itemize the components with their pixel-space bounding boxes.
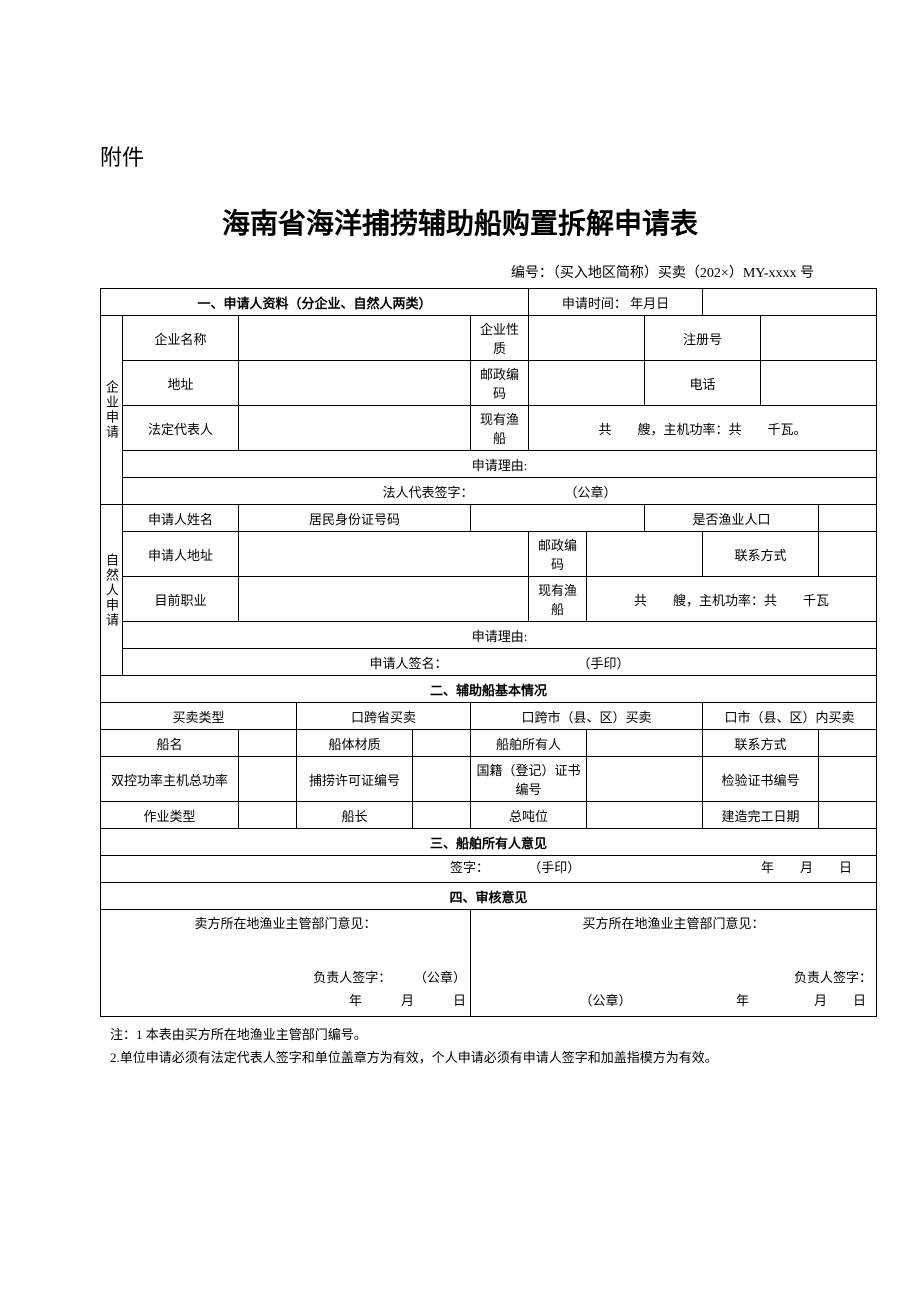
ent-addr-value[interactable]: [239, 361, 471, 406]
trade-type-label: 买卖类型: [101, 703, 297, 730]
apply-time-label: 申请时间： 年月日: [529, 289, 703, 316]
p-id-value[interactable]: [471, 505, 645, 532]
s2-r1-v2[interactable]: [413, 730, 471, 757]
s2-r3-c1: 作业类型: [101, 802, 239, 829]
s3-seal-label: （手印）: [492, 857, 616, 876]
section1-header: 一、申请人资料（分企业、自然人两类）: [101, 289, 529, 316]
p-job-label: 目前职业: [123, 577, 239, 622]
ent-regno-label: 注册号: [645, 316, 761, 361]
ent-name-value[interactable]: [239, 316, 471, 361]
seller-seal: （公章）: [420, 970, 466, 985]
p-id-label: 居民身份证号码: [239, 505, 471, 532]
section4-header: 四、审核意见: [101, 883, 877, 910]
s2-r3-c4: 建造完工日期: [703, 802, 819, 829]
p-zip-label: 邮政编码: [529, 532, 587, 577]
trade-opt2[interactable]: 口跨市（县、区）买卖: [471, 703, 703, 730]
s2-r2-c1: 双控功率主机总功率: [101, 757, 239, 802]
p-fisher-value[interactable]: [819, 505, 877, 532]
p-boats-value[interactable]: 共 艘，主机功率：共 千瓦: [587, 577, 877, 622]
buyer-resp-sign: 负责人签字：: [475, 966, 892, 989]
buyer-opinion-box[interactable]: 买方所在地渔业主管部门意见： 负责人签字： （公章） 年 月 日: [471, 910, 877, 1017]
p-reason-label[interactable]: 申请理由:: [123, 622, 877, 649]
p-boats-label: 现有渔船: [529, 577, 587, 622]
ent-nature-label: 企业性质: [471, 316, 529, 361]
section3-header: 三、船舶所有人意见: [101, 829, 877, 856]
enterprise-vlabel: 企业申请: [101, 316, 123, 505]
s3-sign-label: 签字：: [117, 857, 489, 876]
s2-r1-v3[interactable]: [587, 730, 703, 757]
ent-boats-value[interactable]: 共 艘，主机功率：共 千瓦。: [529, 406, 877, 451]
s2-r1-v1[interactable]: [239, 730, 297, 757]
seller-opinion-box[interactable]: 卖方所在地渔业主管部门意见： 负责人签字： （公章） 年 月 日: [101, 910, 471, 1017]
page-title: 海南省海洋捕捞辅助船购置拆解申请表: [100, 202, 820, 242]
attachment-label: 附件: [100, 140, 820, 172]
s2-r2-v4[interactable]: [819, 757, 877, 802]
p-name-label: 申请人姓名: [123, 505, 239, 532]
trade-opt3[interactable]: 口市（县、区）内买卖: [703, 703, 877, 730]
s2-r2-v1[interactable]: [239, 757, 297, 802]
ent-sign-line[interactable]: 法人代表签字： （公章）: [123, 478, 877, 505]
p-addr-value[interactable]: [239, 532, 529, 577]
owner-opinion-box[interactable]: 签字： （手印） 年 月 日: [101, 856, 877, 883]
ent-boats-label: 现有渔船: [471, 406, 529, 451]
footnotes: 注：1 本表由买方所在地渔业主管部门编号。 2.单位申请必须有法定代表人签字和单…: [100, 1023, 820, 1070]
s2-r3-c3: 总吨位: [471, 802, 587, 829]
s2-r1-c3: 船舶所有人: [471, 730, 587, 757]
ent-addr-label: 地址: [123, 361, 239, 406]
p-fisher-label: 是否渔业人口: [645, 505, 819, 532]
s2-r2-c3: 国籍（登记）证书编号: [471, 757, 587, 802]
ent-zip-label: 邮政编码: [471, 361, 529, 406]
application-form: 一、申请人资料（分企业、自然人两类） 申请时间： 年月日 企业申请 企业名称 企…: [100, 288, 877, 1017]
buyer-date: 年 月 日: [736, 989, 872, 1012]
buyer-opinion-title: 买方所在地渔业主管部门意见：: [475, 913, 872, 932]
apply-time-blank: [703, 289, 877, 316]
apply-time-label-text: 申请时间：: [562, 296, 627, 311]
s3-date-line: 年 月 日: [620, 857, 861, 876]
p-sign-line[interactable]: 申请人签名： （手印）: [123, 649, 877, 676]
ent-nature-value[interactable]: [529, 316, 645, 361]
ent-regno-value[interactable]: [761, 316, 877, 361]
ent-zip-value[interactable]: [529, 361, 645, 406]
seller-resp-sign: 负责人签字：: [313, 970, 391, 985]
section2-header: 二、辅助船基本情况: [101, 676, 877, 703]
p-addr-label: 申请人地址: [123, 532, 239, 577]
ent-reason-label[interactable]: 申请理由:: [123, 451, 877, 478]
apply-time-value: 年月日: [630, 296, 669, 311]
ent-legalrep-value[interactable]: [239, 406, 471, 451]
p-zip-value[interactable]: [587, 532, 703, 577]
s2-r2-v3[interactable]: [587, 757, 703, 802]
s2-r3-v3[interactable]: [587, 802, 703, 829]
note-1: 注：1 本表由买方所在地渔业主管部门编号。: [110, 1023, 820, 1046]
ent-legalrep-label: 法定代表人: [123, 406, 239, 451]
ent-phone-value[interactable]: [761, 361, 877, 406]
ent-name-label: 企业名称: [123, 316, 239, 361]
s2-r1-c1: 船名: [101, 730, 239, 757]
s2-r1-c4: 联系方式: [703, 730, 819, 757]
s2-r2-v2[interactable]: [413, 757, 471, 802]
s2-r2-c2: 捕捞许可证编号: [297, 757, 413, 802]
s2-r1-c2: 船体材质: [297, 730, 413, 757]
s2-r3-v1[interactable]: [239, 802, 297, 829]
person-vlabel: 自然人申请: [101, 505, 123, 676]
s2-r3-v4[interactable]: [819, 802, 877, 829]
s2-r3-v2[interactable]: [413, 802, 471, 829]
s2-r3-c2: 船长: [297, 802, 413, 829]
seller-opinion-title: 卖方所在地渔业主管部门意见：: [105, 913, 466, 932]
s2-r2-c4: 检验证书编号: [703, 757, 819, 802]
trade-opt1[interactable]: 口跨省买卖: [297, 703, 471, 730]
p-job-value[interactable]: [239, 577, 529, 622]
s2-r1-v4[interactable]: [819, 730, 877, 757]
seller-date: 年 月 日: [349, 993, 466, 1008]
p-contact-value[interactable]: [819, 532, 877, 577]
p-contact-label: 联系方式: [703, 532, 819, 577]
buyer-seal: （公章）: [580, 993, 632, 1008]
note-2: 2.单位申请必须有法定代表人签字和单位盖章方为有效，个人申请必须有申请人签字和加…: [110, 1046, 820, 1069]
document-number: 编号：（买入地区简称）买卖（202×）MY-xxxx 号: [100, 262, 820, 282]
ent-phone-label: 电话: [645, 361, 761, 406]
